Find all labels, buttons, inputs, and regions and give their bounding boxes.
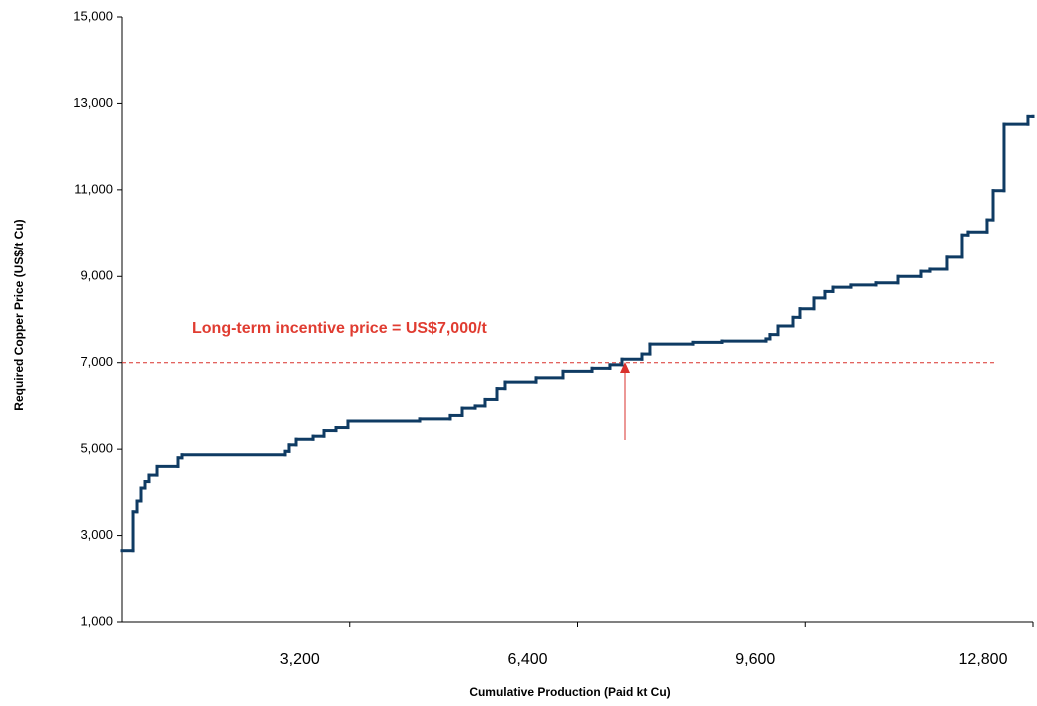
y-tick-label: 7,000 <box>80 354 113 369</box>
y-tick-label: 3,000 <box>80 527 113 542</box>
reference-label: Long-term incentive price = US$7,000/t <box>192 320 487 337</box>
y-tick-label: 1,000 <box>80 613 113 628</box>
x-axis-title: Cumulative Production (Paid kt Cu) <box>469 685 670 699</box>
y-axis-title: Required Copper Price (US$/t Cu) <box>12 219 26 410</box>
y-tick-label: 13,000 <box>73 95 113 110</box>
arrow-head <box>620 362 630 373</box>
y-tick-label: 11,000 <box>74 181 113 196</box>
x-tick-label: 12,800 <box>959 651 1008 668</box>
x-tick-label: 3,200 <box>280 651 320 668</box>
x-tick-label: 9,600 <box>735 651 775 668</box>
y-tick-label: 5,000 <box>80 441 113 456</box>
x-tick-label: 6,400 <box>507 651 547 668</box>
y-tick-label: 15,000 <box>73 8 113 23</box>
y-tick-label: 9,000 <box>80 268 113 283</box>
